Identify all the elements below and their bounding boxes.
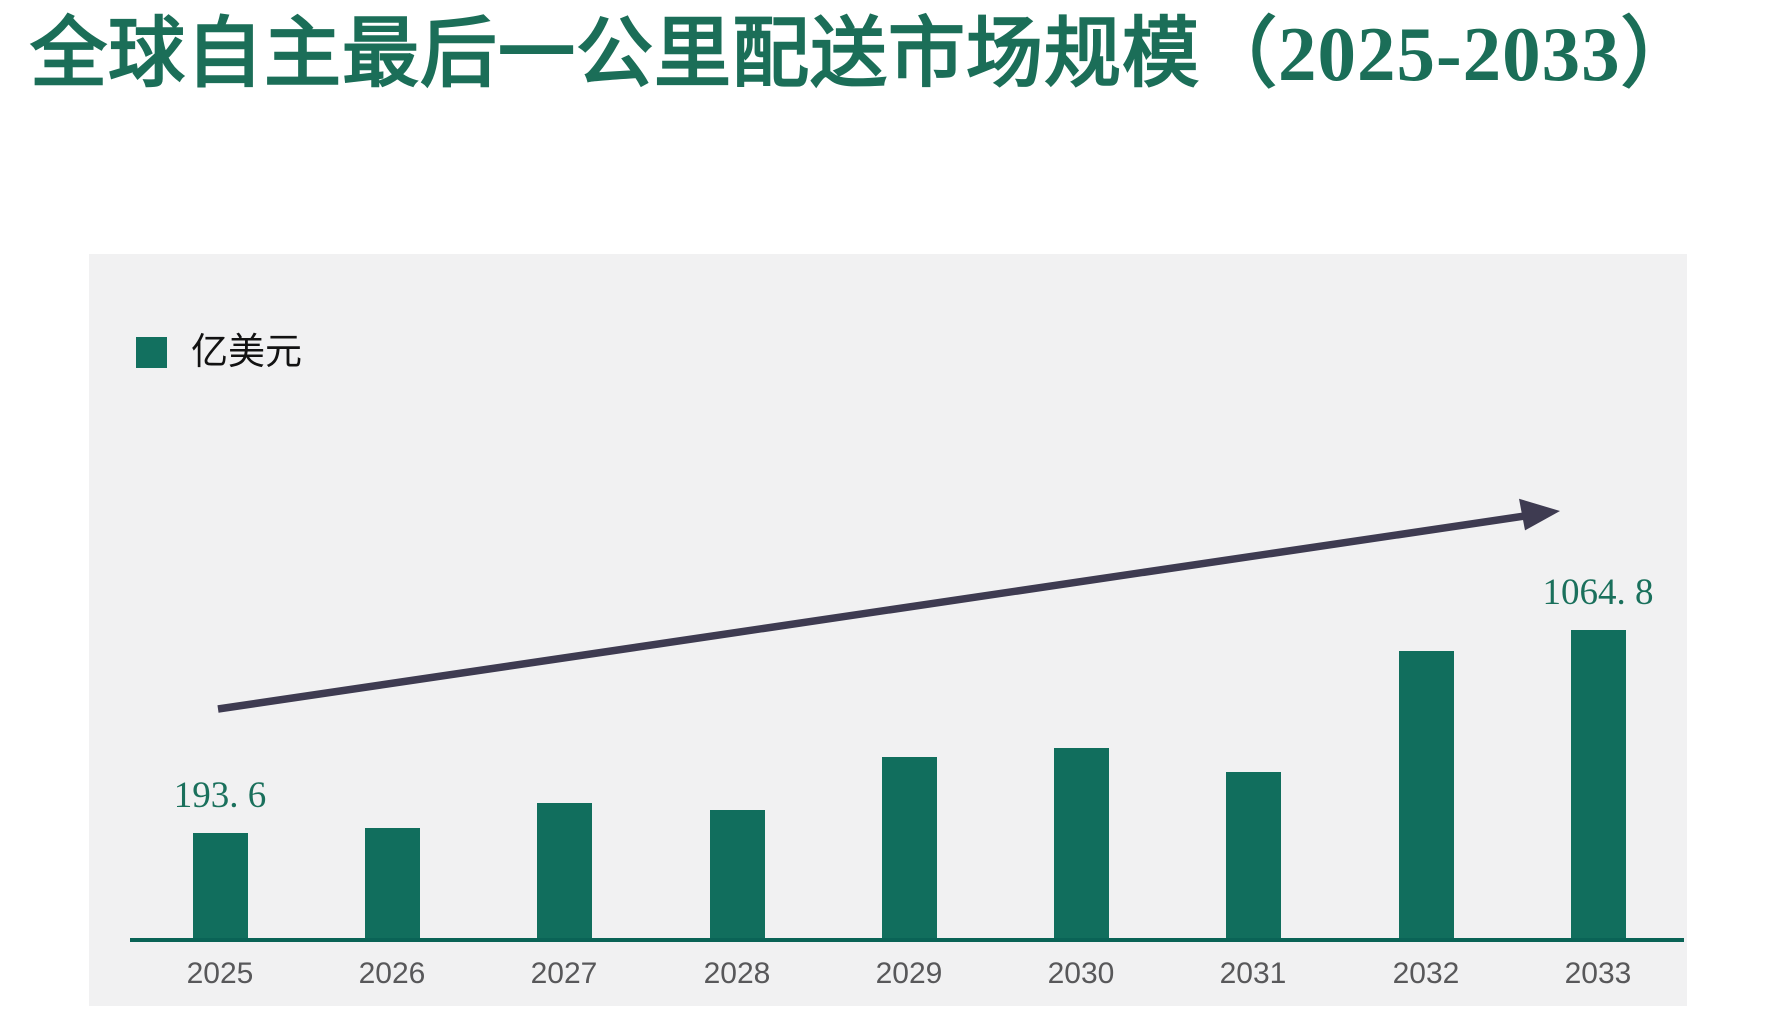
x-tick-label-2029: 2029 — [875, 957, 943, 990]
bar-2030 — [1053, 748, 1109, 938]
legend: 亿美元 — [136, 334, 302, 371]
x-tick-label-2025: 2025 — [186, 957, 254, 990]
x-tick-label-2033: 2033 — [1564, 957, 1632, 990]
legend-swatch-icon — [136, 337, 167, 368]
bar-2025 — [192, 833, 248, 938]
value-label-2025: 193. 6 — [173, 775, 267, 816]
x-tick-label-2026: 2026 — [358, 957, 426, 990]
bar-2027 — [536, 803, 592, 938]
chart-panel: 亿美元 2025 193. 6 2026 2027 2028 2029 2030 2031 20… — [89, 254, 1687, 1006]
plot-area: 2025 193. 6 2026 2027 2028 2029 2030 2031 2032 20… — [89, 254, 1687, 1006]
value-label-2033: 1064. 8 — [1542, 572, 1654, 613]
x-tick-label-2027: 2027 — [530, 957, 598, 990]
legend-label: 亿美元 — [191, 332, 302, 373]
x-tick-label-2030: 2030 — [1047, 957, 1115, 990]
chart-title: 全球自主最后一公里配送市场规模（2025-2033） — [30, 11, 1699, 97]
x-tick-label-2028: 2028 — [703, 957, 771, 990]
x-tick-label-2031: 2031 — [1219, 957, 1287, 990]
bar-2033 — [1570, 630, 1626, 938]
bar-2032 — [1398, 651, 1454, 938]
x-tick-label-2032: 2032 — [1392, 957, 1460, 990]
bar-2031 — [1225, 772, 1281, 938]
x-axis-line — [130, 938, 1684, 942]
bar-2028 — [709, 810, 765, 938]
bar-2029 — [881, 757, 937, 938]
bar-2026 — [364, 828, 420, 938]
